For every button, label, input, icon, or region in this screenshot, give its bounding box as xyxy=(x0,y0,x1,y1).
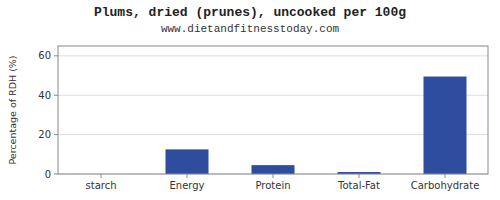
grid-line xyxy=(58,55,488,56)
page: {"chart_data": {"type": "bar", "title": … xyxy=(0,0,500,200)
tick-mark xyxy=(359,174,360,178)
grid xyxy=(58,56,488,174)
bars xyxy=(166,77,467,174)
tick-mark xyxy=(101,174,102,178)
tick-mark xyxy=(273,174,274,178)
tick-label: 0 xyxy=(45,169,51,180)
category-label: Protein xyxy=(255,180,290,191)
category-label: Total-Fat xyxy=(337,180,380,191)
subtitle: www.dietandfitnesstoday.com xyxy=(161,23,340,35)
tick-mark xyxy=(54,174,58,175)
bar xyxy=(252,165,295,174)
plot-frame xyxy=(58,46,488,174)
y-axis: 0 20 40 60 xyxy=(38,50,58,179)
tick-mark xyxy=(445,174,446,178)
category-label: Energy xyxy=(169,180,204,191)
title: Plums, dried (prunes), uncooked per 100g xyxy=(94,5,406,20)
category-label: Carbohydrate xyxy=(411,180,480,191)
tick-label: 40 xyxy=(38,90,51,101)
category-label: starch xyxy=(86,180,117,191)
tick-mark xyxy=(187,174,188,178)
chart: Plums, dried (prunes), uncooked per 100g… xyxy=(0,0,500,200)
tick-label: 20 xyxy=(38,129,51,140)
y-label: Percentage of RDH (%) xyxy=(7,55,18,164)
x-axis: starch Energy Protein Total-Fat Carbohydrate xyxy=(86,174,480,191)
tick-mark xyxy=(54,134,58,135)
tick-label: 60 xyxy=(38,50,51,61)
bar xyxy=(166,149,209,174)
tick-mark xyxy=(54,95,58,96)
tick-mark xyxy=(54,55,58,56)
bar xyxy=(424,77,467,174)
